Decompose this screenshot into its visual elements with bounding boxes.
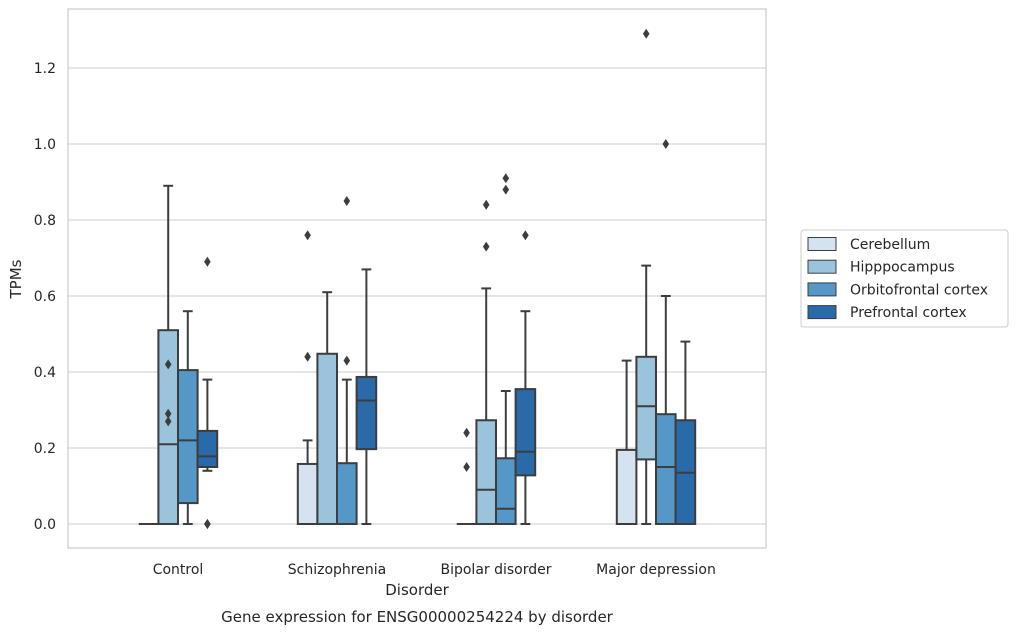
legend: Cerebellum Hipppocampus Orbitofrontal cort… [800,229,1009,328]
y-axis-label: TPMs [7,259,25,299]
legend-swatch [807,305,837,320]
outlier-point [642,28,650,39]
x-axis-label: Disorder [385,581,449,599]
box-series [138,28,697,529]
y-tick-label: 0.0 [34,517,56,533]
box [495,457,517,526]
y-tick-label: 0.2 [34,441,56,457]
plot-area-frame [67,8,767,549]
box [475,419,497,526]
outlier-point [502,184,510,195]
box [196,429,219,468]
box [296,462,319,525]
series-prefrontal-cortex [196,230,697,529]
legend-swatch [807,282,837,297]
box [316,352,338,526]
chart-title: Gene expression for ENSG00000254224 by d… [221,608,614,626]
y-tick-label: 1.2 [34,61,56,77]
outlier-point [482,241,490,252]
outlier-point [463,427,470,438]
legend-swatch [807,259,837,274]
y-axis-ticks: 0.0 0.2 0.4 0.6 0.8 1.0 1.2 [34,61,56,533]
box [157,329,179,526]
outlier-point [463,462,470,472]
outlier-point [343,196,351,206]
legend-label: Cerebellum [850,237,930,253]
x-tick-label: Schizophrenia [288,562,386,578]
outlier-point [204,256,211,267]
legend-swatch [807,237,837,251]
outlier-point [164,359,172,370]
x-axis-ticks: Control Schizophrenia Bipolar disorder Majo… [153,562,716,578]
legend-frame [800,229,1009,328]
y-tick-label: 1.0 [34,137,56,153]
y-tick-label: 0.6 [34,289,56,305]
outlier-point [164,416,172,427]
x-tick-label: Bipolar disorder [440,562,551,578]
box [635,355,658,461]
x-tick-label: Major depression [596,562,716,578]
outlier-point [343,355,351,366]
legend-label: Orbitofrontal cortex [850,282,988,298]
legend-label: Hipppocampus [850,260,955,276]
outlier-point [164,408,172,419]
y-tick-label: 0.8 [34,213,56,229]
outlier-point [482,199,490,210]
series-cerebellum [138,230,638,525]
box [514,388,537,477]
series-hipppocampus [157,28,658,526]
series-orbitofrontal-cortex [177,139,677,526]
x-tick-label: Control [153,562,204,578]
box [336,462,358,526]
box [655,413,677,525]
outlier-point [522,230,529,241]
legend-label: Prefrontal cortex [850,305,967,321]
y-tick-label: 0.4 [34,365,56,381]
box [177,369,199,505]
outlier-point [304,351,311,362]
outlier-point [204,519,211,529]
box [355,375,378,451]
outlier-point [304,230,311,241]
outlier-point [502,173,510,184]
outlier-point [662,139,670,149]
box [615,448,638,525]
